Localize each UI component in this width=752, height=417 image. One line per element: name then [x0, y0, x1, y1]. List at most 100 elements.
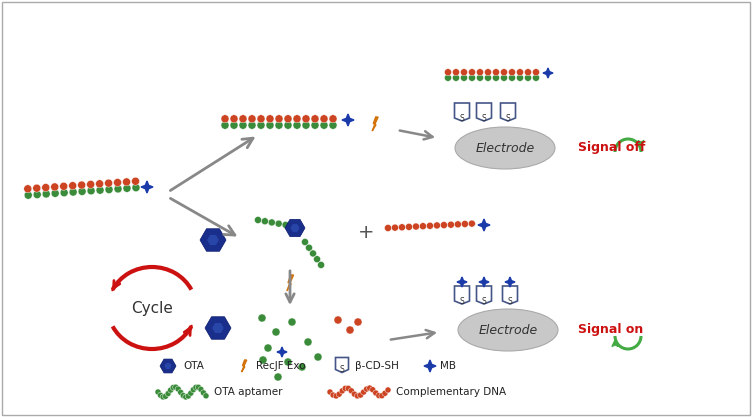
Circle shape	[275, 220, 282, 227]
Circle shape	[50, 183, 59, 191]
Circle shape	[87, 187, 95, 195]
Polygon shape	[287, 275, 293, 291]
Circle shape	[302, 239, 308, 246]
Text: Cycle: Cycle	[131, 301, 173, 316]
Text: S: S	[459, 297, 465, 306]
Circle shape	[259, 356, 267, 364]
Circle shape	[160, 394, 166, 400]
Circle shape	[60, 188, 68, 197]
Circle shape	[293, 115, 301, 123]
Circle shape	[360, 389, 366, 395]
Text: S: S	[508, 297, 512, 306]
Circle shape	[266, 115, 274, 123]
Circle shape	[484, 74, 492, 81]
Circle shape	[305, 244, 313, 251]
Circle shape	[190, 387, 196, 393]
Circle shape	[370, 387, 376, 393]
Circle shape	[123, 184, 131, 192]
Circle shape	[320, 121, 328, 129]
Circle shape	[239, 121, 247, 129]
Text: Signal off: Signal off	[578, 141, 645, 155]
Circle shape	[274, 373, 282, 381]
Circle shape	[155, 389, 161, 395]
Circle shape	[484, 69, 492, 76]
Circle shape	[288, 318, 296, 326]
Circle shape	[468, 220, 475, 227]
Circle shape	[272, 328, 280, 336]
Circle shape	[105, 179, 113, 187]
Circle shape	[444, 74, 451, 81]
Circle shape	[33, 191, 41, 198]
Circle shape	[221, 115, 229, 123]
Circle shape	[180, 392, 186, 399]
Ellipse shape	[458, 309, 558, 351]
Circle shape	[157, 392, 163, 398]
Polygon shape	[160, 359, 176, 373]
Circle shape	[460, 74, 468, 81]
Circle shape	[173, 384, 179, 390]
Circle shape	[86, 181, 95, 188]
Circle shape	[183, 394, 189, 400]
Circle shape	[336, 391, 342, 397]
Circle shape	[105, 186, 113, 193]
Circle shape	[33, 184, 41, 192]
Circle shape	[320, 115, 328, 123]
Circle shape	[327, 389, 333, 395]
Text: Electrode: Electrode	[478, 324, 538, 337]
Text: OTA aptamer: OTA aptamer	[214, 387, 283, 397]
Circle shape	[284, 121, 292, 129]
Circle shape	[198, 387, 204, 392]
Circle shape	[329, 121, 337, 129]
Circle shape	[275, 121, 283, 129]
Circle shape	[444, 69, 451, 76]
Circle shape	[517, 69, 523, 76]
Circle shape	[329, 115, 337, 123]
Circle shape	[441, 221, 447, 229]
Polygon shape	[141, 181, 153, 193]
Circle shape	[468, 74, 475, 81]
Text: RecJF Exo: RecJF Exo	[256, 361, 305, 371]
Circle shape	[317, 261, 325, 269]
Circle shape	[508, 74, 516, 81]
Circle shape	[330, 392, 336, 398]
Circle shape	[266, 121, 274, 129]
Circle shape	[162, 393, 168, 399]
Circle shape	[392, 224, 399, 231]
Circle shape	[334, 316, 342, 324]
Circle shape	[385, 387, 391, 393]
Circle shape	[230, 121, 238, 129]
Circle shape	[284, 115, 292, 123]
Circle shape	[420, 223, 426, 230]
Circle shape	[168, 387, 174, 393]
Circle shape	[379, 393, 385, 399]
Circle shape	[304, 338, 312, 346]
Circle shape	[78, 187, 86, 196]
Circle shape	[68, 182, 77, 190]
Circle shape	[177, 389, 183, 395]
Text: Complementary DNA: Complementary DNA	[396, 387, 506, 397]
Circle shape	[453, 74, 459, 81]
Circle shape	[201, 390, 207, 396]
Circle shape	[24, 191, 32, 199]
Circle shape	[399, 224, 405, 231]
Circle shape	[96, 180, 104, 188]
Circle shape	[311, 115, 319, 123]
Circle shape	[364, 386, 370, 392]
Circle shape	[454, 221, 462, 228]
Circle shape	[354, 318, 362, 326]
Circle shape	[517, 74, 523, 81]
Polygon shape	[277, 347, 287, 357]
Circle shape	[165, 391, 171, 397]
Circle shape	[310, 250, 317, 257]
Circle shape	[376, 392, 382, 399]
Circle shape	[433, 222, 441, 229]
Circle shape	[314, 256, 320, 263]
Circle shape	[346, 326, 354, 334]
Text: S: S	[505, 114, 511, 123]
Text: MB: MB	[440, 361, 456, 371]
Circle shape	[351, 391, 357, 397]
Circle shape	[114, 178, 122, 186]
Circle shape	[193, 384, 199, 390]
Circle shape	[477, 74, 484, 81]
Polygon shape	[543, 68, 553, 78]
